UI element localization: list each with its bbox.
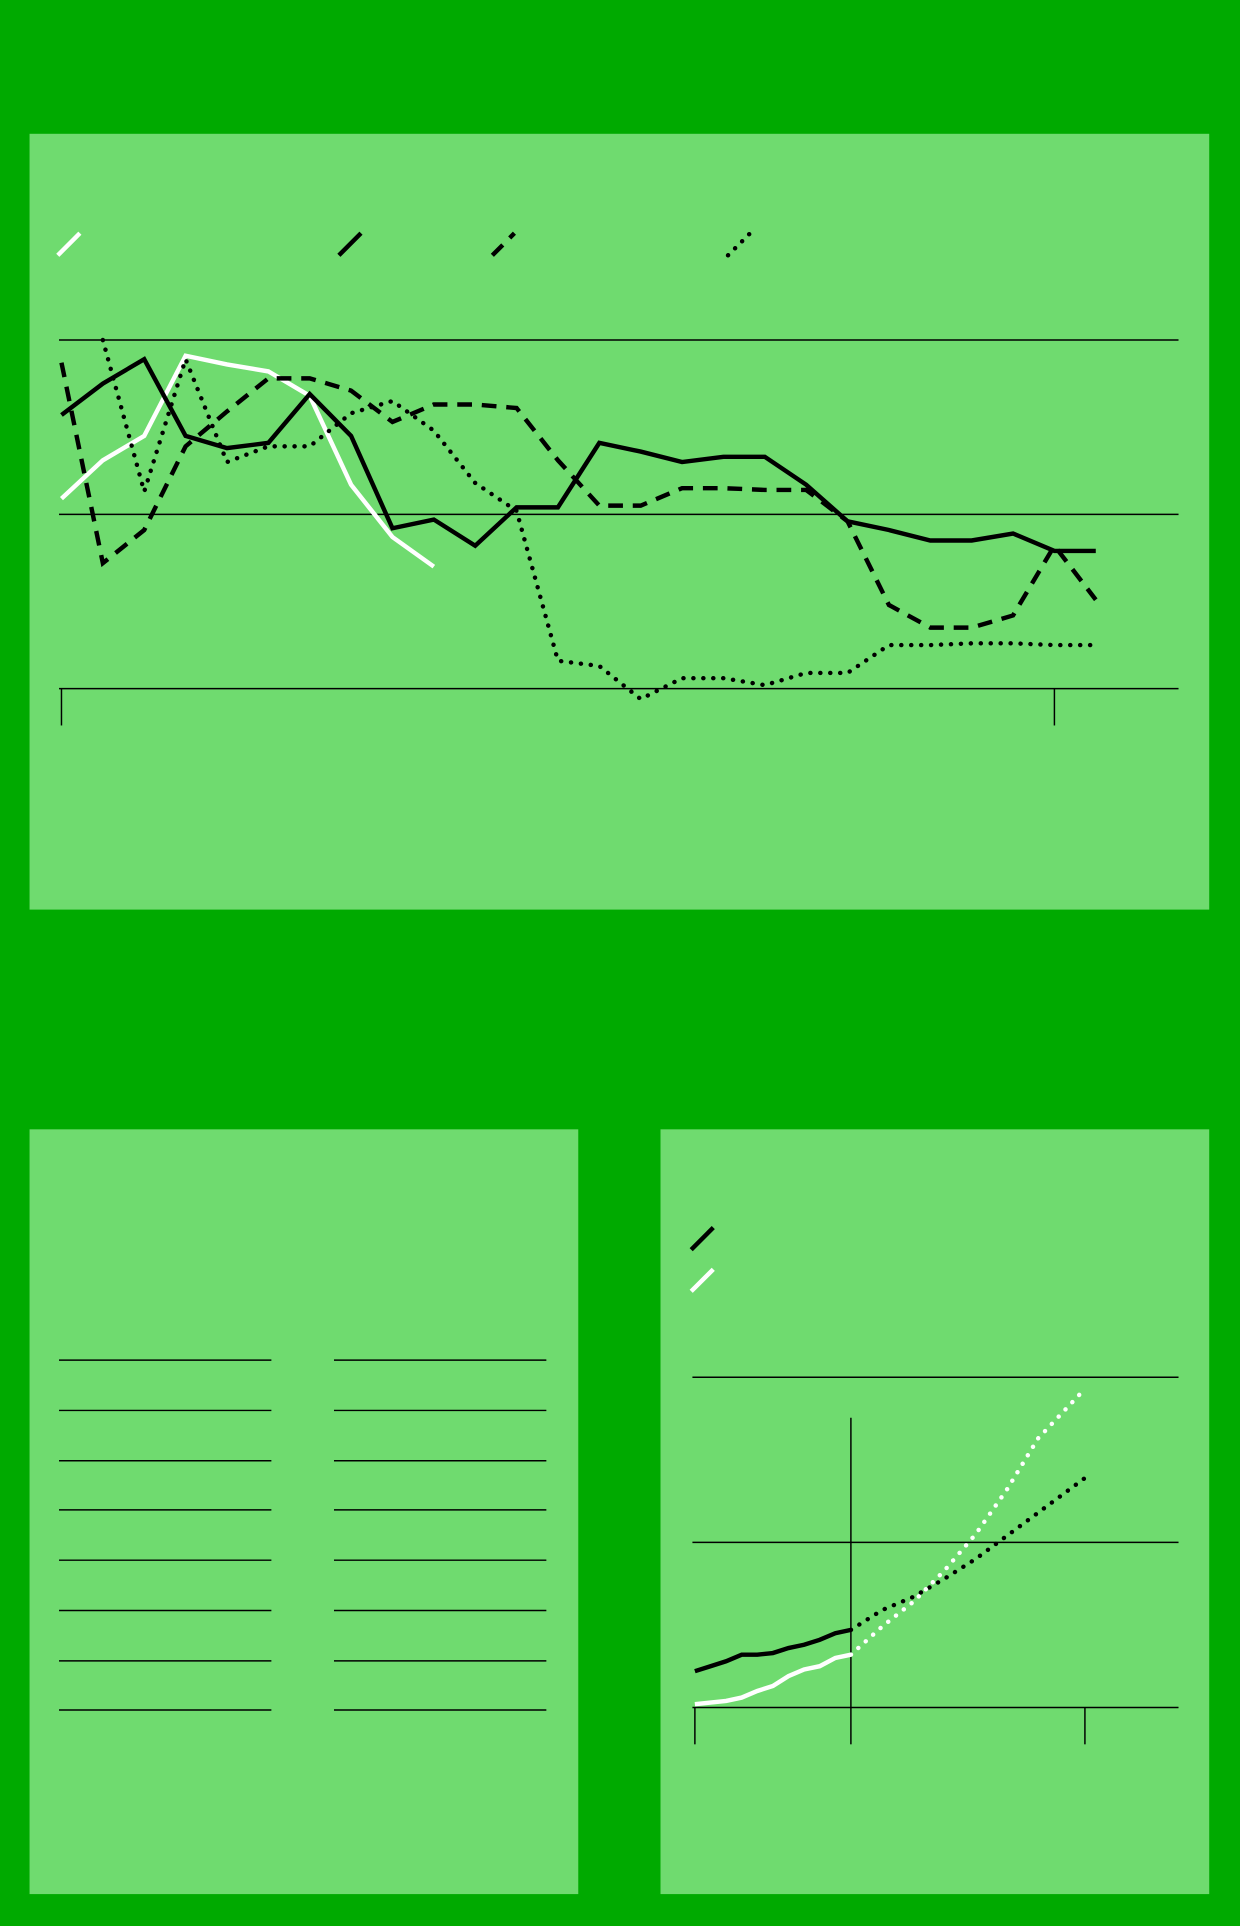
table-panel (29, 1129, 579, 1895)
series-line (60, 356, 1096, 554)
legend-swatch (689, 1225, 715, 1252)
series-line (694, 1627, 852, 1674)
series-line (59, 353, 436, 569)
projection-panel (660, 1129, 1210, 1895)
table-rows (59, 1359, 547, 1711)
legend-swatch (337, 231, 363, 257)
series-line (100, 337, 1098, 702)
series-line (59, 362, 1098, 630)
series-line (848, 1386, 1088, 1657)
legend-swatch (490, 231, 516, 257)
legend-swatch (56, 231, 82, 257)
top-panel (29, 133, 1210, 910)
legend-swatch (689, 1267, 715, 1293)
series-line (694, 1652, 852, 1707)
